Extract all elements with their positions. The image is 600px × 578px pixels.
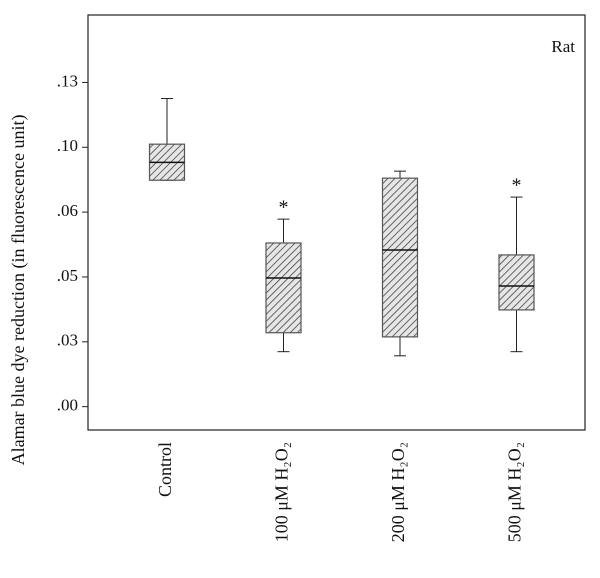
y-tick-label: .03 xyxy=(57,331,78,350)
significance-marker: * xyxy=(279,197,289,219)
x-tick-label: 200 μM H₂O₂ xyxy=(388,442,408,542)
y-tick-label: .10 xyxy=(57,136,78,155)
y-tick-label: .13 xyxy=(57,71,78,90)
box xyxy=(265,242,302,334)
x-tick-label: Control xyxy=(155,442,175,497)
x-tick-label: 100 μM H₂O₂ xyxy=(272,442,292,542)
box xyxy=(381,177,419,338)
y-tick-label: .00 xyxy=(57,396,78,415)
x-tick-label: 500 μM H₂O₂ xyxy=(505,442,525,542)
y-tick-label: .06 xyxy=(57,201,78,220)
y-tick-label: .05 xyxy=(57,266,78,285)
significance-marker: * xyxy=(512,175,522,197)
plot-frame xyxy=(87,14,586,431)
annotation: Rat xyxy=(551,37,575,56)
y-axis-label: Alamar blue dye reduction (in fluorescen… xyxy=(8,115,29,466)
box xyxy=(498,254,535,311)
